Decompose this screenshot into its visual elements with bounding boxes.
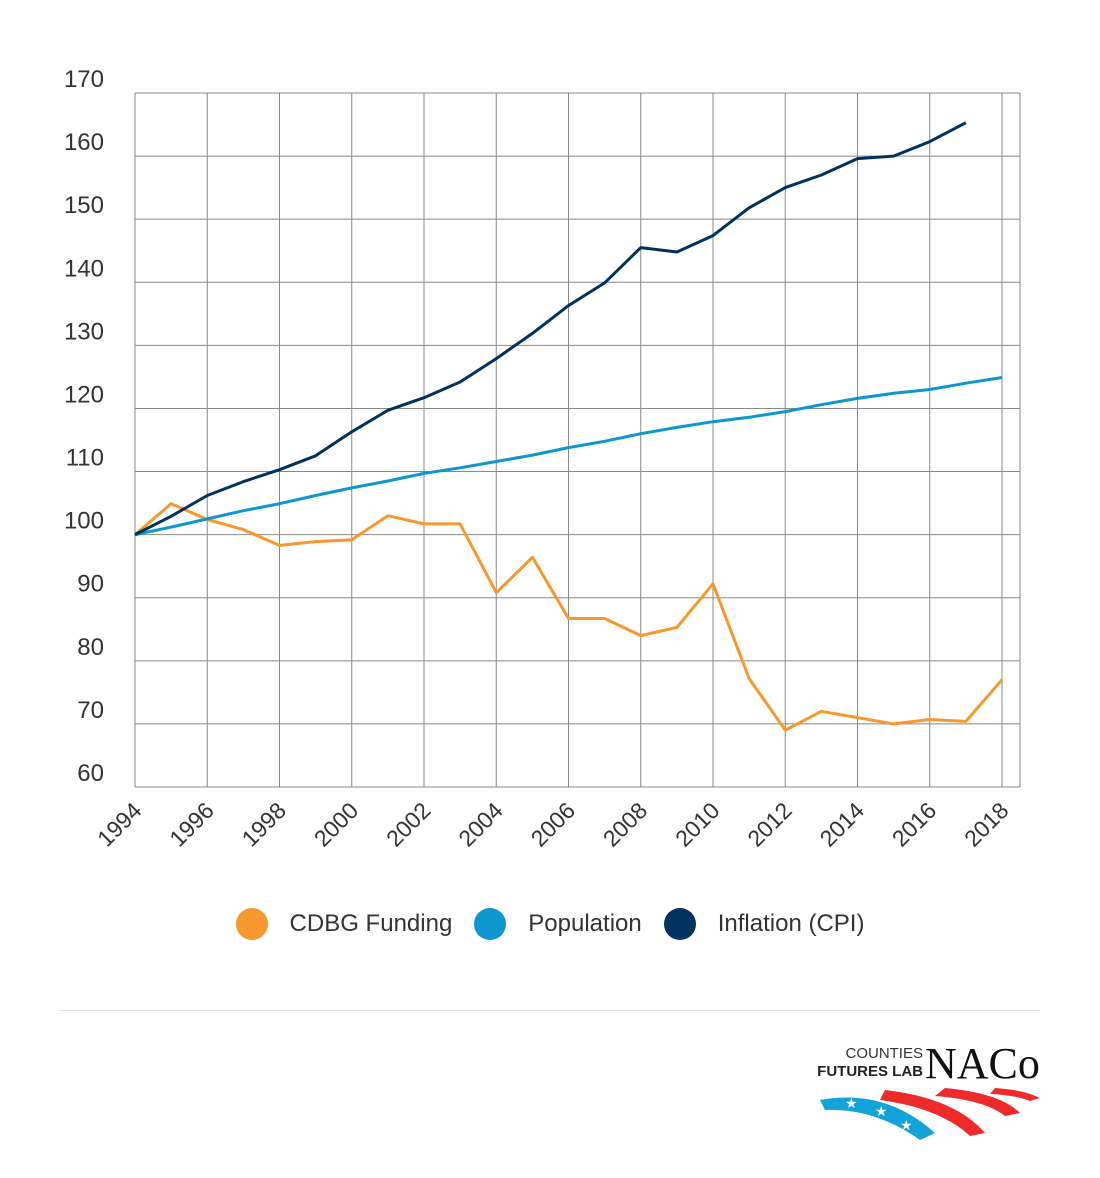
x-tick-label: 2002 [381, 797, 436, 852]
x-tick-label: 2008 [598, 797, 653, 852]
y-tick-label: 150 [64, 192, 104, 219]
logo-line1: COUNTIES [845, 1045, 923, 1062]
y-tick-label: 70 [77, 697, 104, 724]
series-line-cdbg-funding [134, 502, 1004, 732]
divider [60, 1010, 1040, 1011]
x-tick-label: 2016 [887, 797, 942, 852]
legend-item-population: Population [474, 908, 642, 940]
x-tick-label: 2000 [309, 797, 364, 852]
legend-swatch [474, 908, 507, 940]
x-tick-label: 2014 [814, 797, 869, 852]
legend-swatch [235, 908, 268, 940]
svg-text:★: ★ [900, 1117, 913, 1133]
y-tick-label: 120 [64, 381, 104, 408]
x-tick-label: 1996 [164, 797, 219, 852]
legend-label: CDBG Funding [289, 910, 453, 937]
y-tick-label: 140 [64, 255, 104, 282]
y-tick-label: 170 [64, 66, 104, 93]
x-tick-label: 1994 [92, 797, 147, 852]
logo-line2: FUTURES LAB [817, 1063, 923, 1080]
x-tick-label: 2004 [453, 797, 508, 852]
y-tick-label: 90 [77, 571, 104, 598]
x-tick-label: 2018 [959, 797, 1014, 852]
line-chart: 60 70 80 90 100 110 120 130 140 150 160 170 1994 1996… [64, 66, 1021, 852]
series-line-population [134, 376, 1003, 537]
y-tick-label: 160 [64, 129, 104, 156]
series-line-inflation-cpi- [134, 121, 967, 536]
naco-logo: COUNTIES FUTURES LAB NACo ★ ★ ★ [817, 1039, 1040, 1140]
y-tick-label: 100 [64, 508, 104, 535]
y-tick-label: 130 [64, 318, 104, 345]
legend-swatch [663, 908, 696, 940]
svg-text:★: ★ [875, 1103, 888, 1119]
y-tick-label: 60 [77, 760, 104, 787]
legend-item-cdbg: CDBG Funding [235, 908, 453, 940]
x-tick-label: 2012 [742, 797, 797, 852]
x-tick-label: 1998 [236, 797, 291, 852]
x-tick-label: 2010 [670, 797, 725, 852]
svg-text:★: ★ [845, 1095, 858, 1111]
legend-label: Inflation (CPI) [717, 910, 865, 937]
legend-label: Population [528, 910, 642, 937]
logo-brand: NACo [925, 1039, 1040, 1088]
legend-item-cpi: Inflation (CPI) [663, 908, 865, 940]
y-tick-label: 110 [66, 445, 104, 472]
y-tick-label: 80 [77, 634, 104, 661]
x-tick-label: 2006 [525, 797, 580, 852]
legend: CDBG Funding Population Inflation (CPI) [0, 908, 1100, 940]
